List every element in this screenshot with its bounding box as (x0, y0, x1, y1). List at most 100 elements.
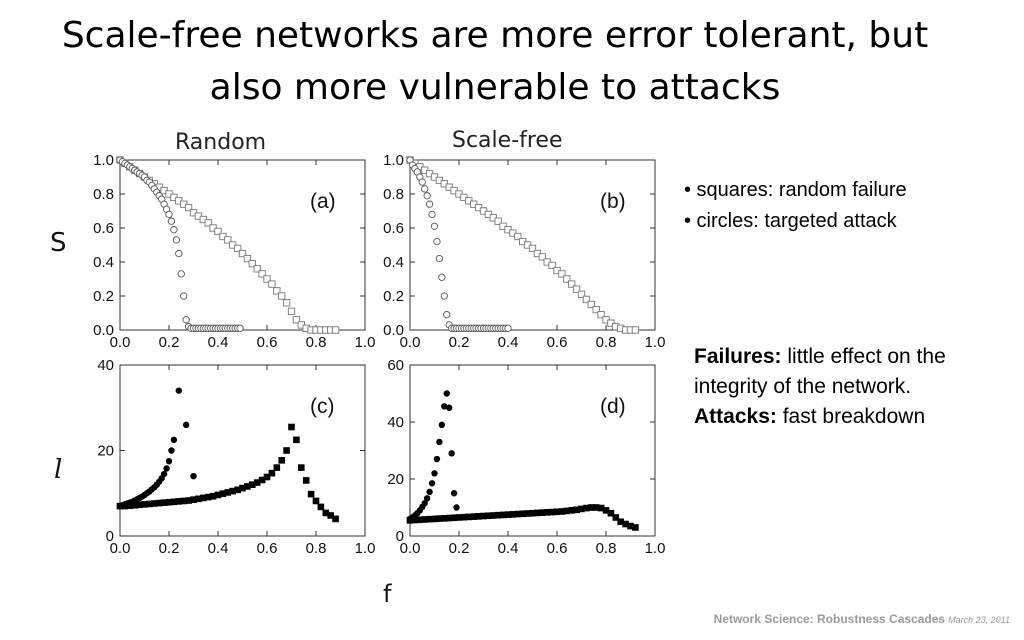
slide-footer: Network Science: Robustness Cascades Mar… (714, 612, 1010, 626)
chart-b-svg: 0.0 0.2 0.4 0.6 0.8 1.0 0.0 0.2 0.4 0.6 0.8 1.0 (b) (383, 152, 665, 351)
y-tick-label: 0.2 (383, 288, 404, 305)
data-point-filled-square (195, 495, 202, 503)
data-point-square (248, 260, 256, 268)
data-point-filled-circle (170, 436, 178, 444)
y-tick-label: 0.0 (93, 322, 114, 339)
x-tick-label: 0.8 (306, 540, 327, 557)
x-tick-label: 0.4 (208, 334, 229, 351)
data-point-circle (438, 273, 446, 281)
x-tick-label: 0.4 (498, 334, 519, 351)
data-point-circle (440, 292, 448, 300)
y-axis-symbol-l: l (54, 455, 63, 485)
data-point-square (528, 244, 537, 253)
data-point-filled-circle (443, 390, 450, 397)
data-point-filled-square (214, 491, 222, 499)
data-point-filled-square (307, 490, 315, 498)
data-point-square (568, 280, 576, 288)
data-point-filled-square (146, 500, 153, 508)
data-point-filled-square (411, 516, 419, 524)
chart-d-svg: 0.0 0.2 0.4 0.6 0.8 1.0 0 20 40 60 (d) (387, 357, 666, 557)
data-point-filled-circle (182, 421, 190, 429)
data-point-circle (421, 185, 429, 193)
data-point-circle (165, 210, 173, 219)
attacks-text: fast breakdown (776, 405, 926, 428)
data-point-filled-square (568, 507, 575, 514)
data-point-circle (435, 254, 444, 263)
data-point-filled-square (298, 464, 305, 471)
data-point-filled-square (283, 447, 290, 454)
data-point-filled-square (421, 516, 428, 523)
attacks-label: Attacks: (694, 405, 777, 428)
data-point-circle (425, 200, 434, 208)
data-point-square (224, 236, 232, 244)
data-point-filled-circle (190, 472, 197, 480)
data-point-filled-square (332, 515, 339, 523)
x-tick-label: 1.0 (645, 540, 666, 557)
x-tick-label: 1.0 (355, 540, 376, 557)
data-point-filled-square (494, 511, 502, 519)
data-point-filled-square (450, 514, 458, 522)
data-point-filled-square (249, 481, 256, 488)
y-tick-label: 1.0 (93, 152, 114, 169)
x-tick-label: 0.0 (400, 540, 421, 557)
data-point-filled-square (273, 464, 281, 471)
data-point-circle (504, 324, 512, 332)
y-axis-symbol-s: S (50, 228, 67, 258)
data-point-filled-square (224, 489, 232, 496)
data-point-filled-circle (426, 488, 433, 496)
summary-notes: Failures: little effect on the integrity… (694, 342, 994, 432)
data-point-filled-square (460, 513, 468, 521)
data-point-filled-circle (431, 470, 438, 477)
data-point-filled-square (514, 510, 522, 518)
x-tick-label: 0.6 (547, 334, 568, 351)
x-tick-label: 0.8 (596, 334, 617, 351)
data-point-filled-square (170, 498, 178, 506)
data-point-square (292, 316, 301, 324)
data-point-filled-circle (175, 387, 182, 394)
data-point-filled-circle (438, 421, 446, 429)
data-point-filled-square (588, 504, 595, 511)
data-point-filled-square (165, 498, 173, 506)
data-point-filled-square (317, 503, 325, 511)
data-point-square (282, 299, 291, 307)
data-point-circle (177, 270, 185, 278)
y-tick-label: 60 (387, 357, 404, 374)
data-point-square (243, 254, 252, 263)
panel-letter-label: (d) (600, 395, 626, 418)
plot-frame (409, 159, 656, 331)
data-point-filled-square (219, 490, 227, 497)
data-point-square (238, 249, 247, 258)
data-point-filled-circle (165, 457, 173, 465)
data-point-filled-square (302, 477, 310, 484)
panel-letter-label: (c) (310, 395, 335, 418)
panel-letter-label: (a) (310, 190, 336, 213)
data-point-filled-square (509, 511, 517, 518)
data-point-circle (433, 237, 441, 246)
data-point-filled-square (431, 515, 438, 523)
data-point-filled-square (426, 515, 433, 523)
x-tick-label: 0.2 (159, 334, 180, 351)
data-point-filled-square (607, 509, 615, 517)
data-point-filled-square (558, 508, 566, 515)
data-point-filled-square (160, 499, 168, 506)
x-tick-label: 0.0 (110, 334, 131, 351)
data-point-square (273, 287, 281, 295)
data-point-filled-square (131, 501, 138, 509)
data-point-filled-square (322, 509, 330, 517)
data-point-filled-square (278, 457, 285, 464)
y-tick-label: 0.6 (93, 220, 114, 237)
data-point-filled-circle (453, 504, 460, 511)
data-point-filled-square (475, 513, 482, 520)
data-point-filled-circle (450, 490, 458, 497)
data-point-filled-square (465, 513, 473, 521)
data-point-filled-square (612, 514, 620, 521)
data-point-filled-square (244, 483, 251, 490)
data-point-square (514, 232, 522, 241)
x-tick-label: 0.0 (110, 540, 131, 557)
data-point-square (278, 292, 286, 300)
data-point-filled-square (578, 505, 585, 513)
data-point-square (548, 261, 556, 270)
data-point-filled-square (327, 512, 334, 519)
data-point-circle (167, 217, 176, 225)
data-point-square (233, 244, 242, 253)
